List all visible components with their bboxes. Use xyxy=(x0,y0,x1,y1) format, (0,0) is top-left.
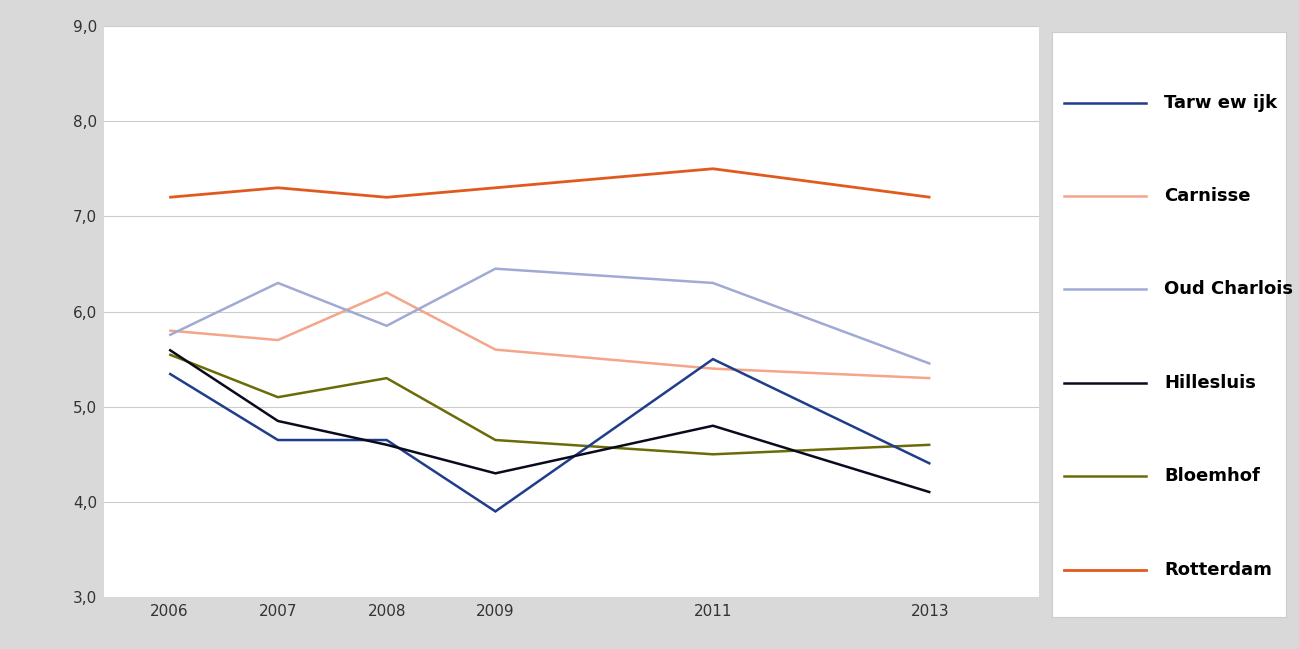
Hillesluis xyxy=(379,441,395,448)
Bloemhof xyxy=(922,441,938,448)
Carnisse xyxy=(270,336,286,344)
Text: Tarw ew ijk: Tarw ew ijk xyxy=(1164,93,1277,112)
Line: Rotterdam: Rotterdam xyxy=(169,169,930,197)
Tarw ew ijk xyxy=(270,436,286,444)
Text: Oud Charlois: Oud Charlois xyxy=(1164,280,1294,299)
Rotterdam xyxy=(161,193,177,201)
Oud Charlois xyxy=(270,279,286,287)
Rotterdam xyxy=(270,184,286,191)
Hillesluis xyxy=(487,469,503,477)
Tarw ew ijk xyxy=(922,460,938,468)
Carnisse xyxy=(705,365,721,373)
Tarw ew ijk xyxy=(379,436,395,444)
Bloemhof xyxy=(487,436,503,444)
Bloemhof xyxy=(270,393,286,401)
Rotterdam xyxy=(379,193,395,201)
Rotterdam xyxy=(922,193,938,201)
Bloemhof xyxy=(379,374,395,382)
Carnisse xyxy=(161,326,177,334)
Bloemhof xyxy=(705,450,721,458)
Oud Charlois xyxy=(922,360,938,368)
Hillesluis xyxy=(705,422,721,430)
Line: Oud Charlois: Oud Charlois xyxy=(169,269,930,364)
Oud Charlois xyxy=(487,265,503,273)
Line: Bloemhof: Bloemhof xyxy=(169,354,930,454)
Oud Charlois xyxy=(379,322,395,330)
Line: Hillesluis: Hillesluis xyxy=(169,350,930,493)
Hillesluis xyxy=(161,346,177,354)
Hillesluis xyxy=(922,489,938,496)
Text: Hillesluis: Hillesluis xyxy=(1164,374,1256,392)
Line: Tarw ew ijk: Tarw ew ijk xyxy=(169,359,930,511)
Oud Charlois xyxy=(161,332,177,339)
Rotterdam xyxy=(487,184,503,191)
Text: Carnisse: Carnisse xyxy=(1164,187,1251,205)
Rotterdam xyxy=(705,165,721,173)
Tarw ew ijk xyxy=(705,355,721,363)
Line: Carnisse: Carnisse xyxy=(169,293,930,378)
Text: Bloemhof: Bloemhof xyxy=(1164,467,1260,485)
Hillesluis xyxy=(270,417,286,425)
Text: Rotterdam: Rotterdam xyxy=(1164,561,1272,579)
Tarw ew ijk xyxy=(161,369,177,377)
Tarw ew ijk xyxy=(487,508,503,515)
Carnisse xyxy=(487,346,503,354)
Carnisse xyxy=(379,289,395,297)
Oud Charlois xyxy=(705,279,721,287)
Bloemhof xyxy=(161,350,177,358)
Carnisse xyxy=(922,374,938,382)
